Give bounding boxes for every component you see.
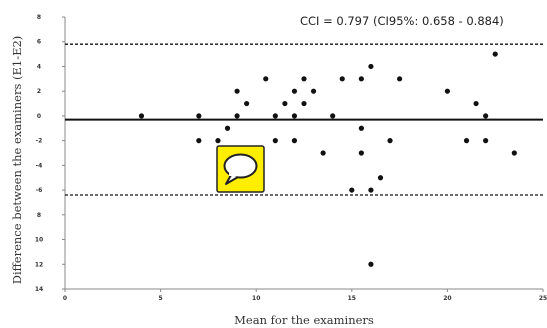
y-tick-label: 4 <box>37 63 41 70</box>
x-tick-label: 20 <box>443 295 451 302</box>
y-tick-label: 14 <box>35 286 43 293</box>
data-point <box>339 76 345 82</box>
data-point <box>263 76 269 82</box>
data-point <box>138 113 145 119</box>
data-point <box>310 88 317 94</box>
reference-lines <box>65 43 543 196</box>
y-tick-label: 6 <box>37 39 41 46</box>
data-point <box>301 76 307 82</box>
data-point <box>320 150 326 156</box>
data-point <box>463 138 470 144</box>
speech-bubble-tail <box>225 174 239 185</box>
data-point <box>349 187 355 193</box>
data-point <box>291 138 298 144</box>
data-point <box>301 100 307 107</box>
data-point <box>330 113 336 119</box>
data-point <box>483 138 489 144</box>
y-tick-label: 12 <box>35 261 43 268</box>
data-point <box>291 113 298 119</box>
data-point <box>272 138 278 144</box>
data-point <box>483 113 489 119</box>
y-axis-title: Difference between the examiners (E1-E2) <box>10 36 24 285</box>
x-tick-label: 5 <box>159 295 163 302</box>
data-point <box>291 88 298 94</box>
speech-bubble-icon[interactable] <box>216 145 265 193</box>
data-point <box>234 88 240 94</box>
data-point <box>272 113 278 119</box>
x-tick-label: 0 <box>63 295 67 302</box>
y-tick-label: 0 <box>37 113 41 120</box>
speech-bubble-shape <box>223 153 258 179</box>
cci-annotation: CCI = 0.797 (CI95%: 0.658 - 0.884) <box>300 14 504 28</box>
tick-marks <box>62 16 544 292</box>
y-tick-label: 8 <box>37 14 41 21</box>
data-point <box>473 100 479 107</box>
data-point <box>377 175 384 181</box>
y-tick-label: 2 <box>37 88 41 95</box>
x-tick-label: 10 <box>252 295 260 302</box>
x-axis-title: Mean for the examiners <box>234 313 374 327</box>
y-tick-label: 8 <box>37 212 41 219</box>
data-point <box>215 138 221 144</box>
data-point <box>282 100 288 107</box>
data-point <box>511 150 517 156</box>
data-point <box>387 138 393 144</box>
data-point <box>492 51 498 57</box>
data-point <box>368 261 374 267</box>
data-point <box>368 187 374 193</box>
y-tick-label: -2 <box>36 138 43 145</box>
data-point <box>196 113 202 119</box>
x-tick-label: 25 <box>539 295 547 302</box>
data-point <box>397 76 403 82</box>
data-point <box>368 63 374 70</box>
data-point <box>196 138 202 144</box>
data-point <box>244 100 250 107</box>
data-point <box>358 125 364 131</box>
data-point <box>234 113 240 119</box>
data-point <box>444 88 450 94</box>
data-point <box>358 76 364 82</box>
y-tick-label: -6 <box>36 187 43 194</box>
data-point <box>358 150 364 156</box>
data-points <box>138 51 517 267</box>
axes <box>64 17 543 290</box>
y-tick-label: 10 <box>35 237 43 244</box>
data-point <box>224 125 231 131</box>
y-tick-label: -4 <box>36 162 43 169</box>
x-tick-label: 15 <box>348 295 356 302</box>
